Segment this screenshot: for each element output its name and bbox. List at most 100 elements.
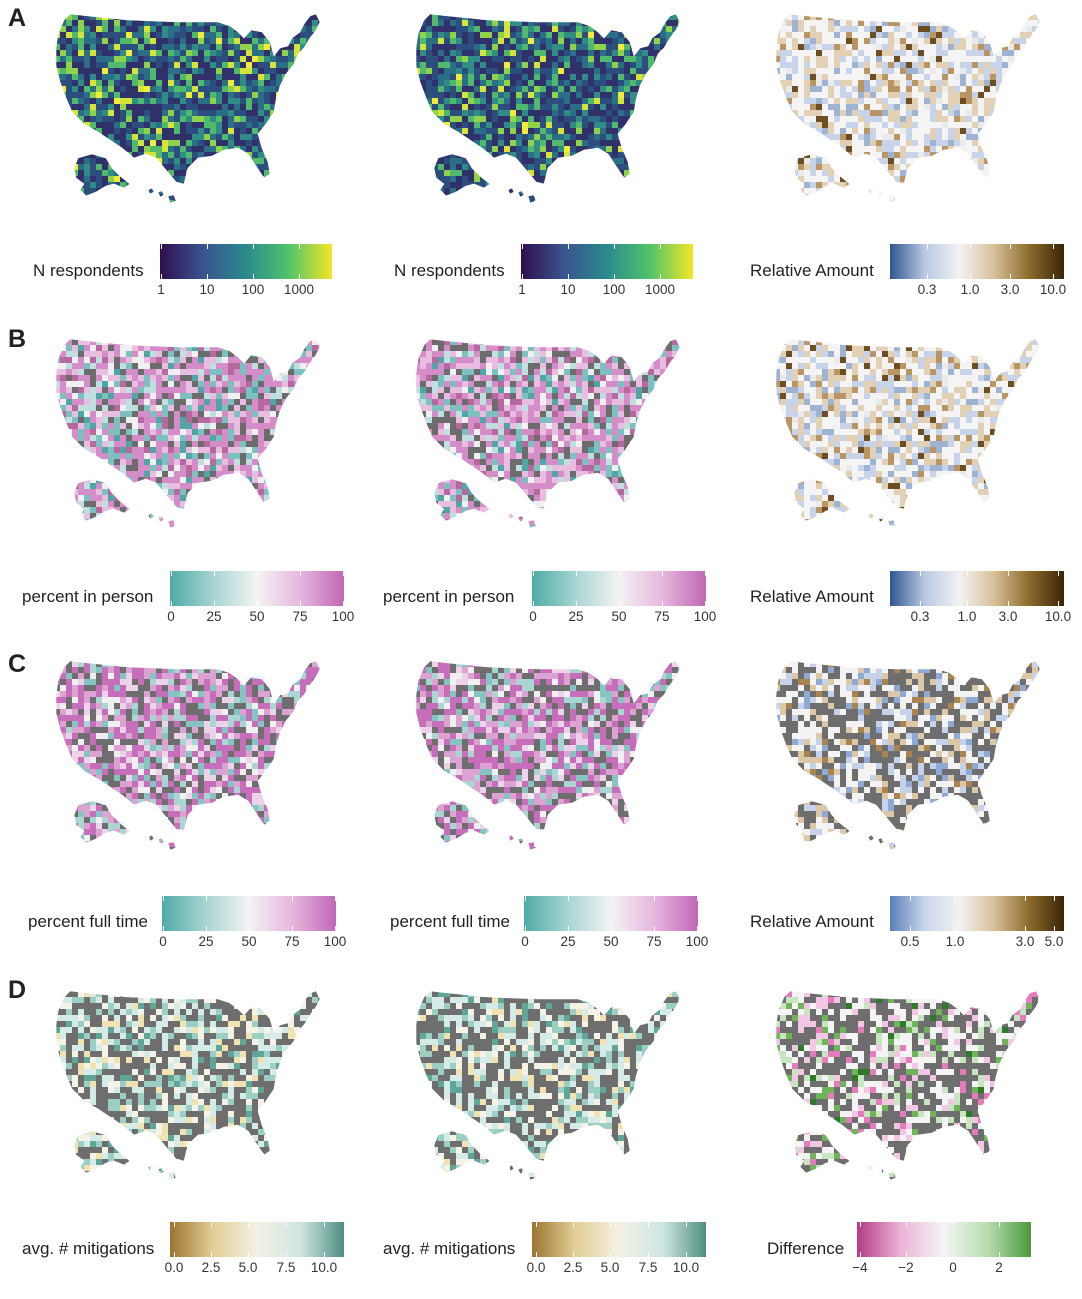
legend-tick-label: 25 [206,609,221,624]
legend-tick-label: 10.0 [1040,282,1066,297]
legend-tick-mark [705,571,706,576]
legend-tick-mark [522,274,523,279]
legend-tick-label: 1000 [284,282,314,297]
legend-tick-mark [253,274,254,279]
us-choropleth-map [48,655,323,855]
legend-tick-label: 25 [568,609,583,624]
legend-tick-label: 50 [249,609,264,624]
legend-tick-mark [536,1252,537,1257]
legend-tick-label: 0 [167,609,175,624]
legend-tick-mark [1010,274,1011,279]
legend-tick-mark [161,244,162,249]
legend-tick-label: 100 [332,609,355,624]
legend-tick-mark [619,601,620,606]
legend-tick-label: 7.5 [639,1260,658,1275]
legend-tick-mark [568,896,569,901]
legend-tick-label: 10.0 [311,1260,337,1275]
map-svg [48,8,323,208]
legend-tick-mark [257,601,258,606]
legend-tick-mark [248,1252,249,1257]
legend-tick-label: 5.0 [1045,934,1064,949]
legend-tick-mark [1058,571,1059,576]
legend-tick-mark [662,571,663,576]
legend-title: percent full time [28,912,148,972]
legend-tick-mark [1053,244,1054,249]
legend-tick-mark [1010,244,1011,249]
legend-tick-mark [206,926,207,931]
legend-tick-mark [324,1222,325,1227]
us-choropleth-map [768,8,1043,208]
legend-tick-mark [576,571,577,576]
legend-tick-mark [568,244,569,249]
legend-tick-label: 0.5 [901,934,920,949]
legend-tick-mark [660,244,661,249]
legend-tick-label: 1.0 [946,934,965,949]
legend-tick-label: 10.0 [673,1260,699,1275]
legend-tick-mark [967,601,968,606]
legend-title: percent in person [22,587,153,647]
legend-tick-label: 0.3 [911,609,930,624]
legend-tick-label: 25 [198,934,213,949]
legend-tick-mark [207,244,208,249]
legend-tick-label: 0 [949,1260,957,1275]
legend-tick-mark [286,1222,287,1227]
us-choropleth-map [408,333,683,533]
legend-tick-mark [343,601,344,606]
legend-tick-label: 2.5 [202,1260,221,1275]
legend-tick-mark [343,571,344,576]
legend-tick-mark [662,601,663,606]
legend-tick-mark [292,926,293,931]
legend-title: N respondents [394,261,505,321]
legend-tick-mark [533,601,534,606]
map-svg [408,333,683,533]
legend-tick-label: 3.0 [1001,282,1020,297]
legend-tick-mark [614,274,615,279]
legend-tick-mark [299,274,300,279]
us-choropleth-map [48,333,323,533]
legend-gradient [890,896,1064,931]
legend-gradient [890,571,1064,606]
panel-row-label: A [8,4,26,33]
legend-tick-mark [300,601,301,606]
legend-tick-mark [1054,896,1055,901]
legend-tick-mark [573,1252,574,1257]
legend-tick-label: 100 [694,609,717,624]
legend-tick-mark [1008,601,1009,606]
legend-tick-mark [648,1252,649,1257]
legend-tick-mark [611,926,612,931]
legend-tick-label: −4 [852,1260,867,1275]
legend-gradient [857,1222,1031,1257]
legend-tick-mark [292,896,293,901]
legend-tick-label: 1 [518,282,526,297]
legend-tick-mark [525,926,526,931]
legend-gradient [170,1222,344,1257]
legend-tick-mark [705,601,706,606]
legend-tick-mark [1058,601,1059,606]
legend-tick-mark [860,1222,861,1227]
legend-tick-mark [1054,926,1055,931]
legend-tick-label: 75 [284,934,299,949]
legend-tick-mark [697,896,698,901]
legend-tick-mark [999,1252,1000,1257]
legend-title: avg. # mitigations [383,1239,515,1299]
legend-tick-mark [568,274,569,279]
legend-tick-mark [163,896,164,901]
legend-gradient [890,244,1064,279]
legend-tick-mark [576,601,577,606]
map-svg [768,985,1043,1185]
legend-tick-mark [174,1222,175,1227]
map-svg [768,333,1043,533]
legend-tick-mark [206,896,207,901]
legend-tick-label: −2 [898,1260,913,1275]
legend-tick-mark [920,571,921,576]
legend-tick-label: 25 [560,934,575,949]
legend-tick-label: 100 [324,934,347,949]
